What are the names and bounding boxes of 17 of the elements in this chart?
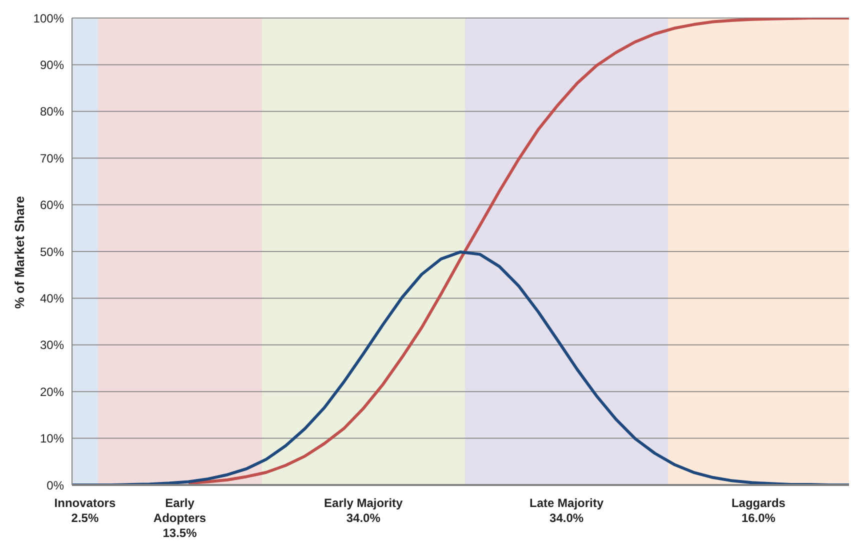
y-tick-label: 20% (40, 384, 64, 399)
y-tick-label: 70% (40, 151, 64, 166)
text: Late Majority 34.0% (528, 496, 605, 526)
y-tick-label: 60% (40, 198, 64, 212)
y-tick-label: 30% (40, 338, 64, 352)
y-tick-label: 80% (40, 104, 64, 119)
y-tick-label: 0% (46, 478, 64, 492)
y-tick-label: 10% (40, 432, 64, 446)
text: Laggards 16.0% (730, 496, 786, 526)
text: Early Majority 34.0% (323, 496, 404, 526)
y-tick-label: 50% (40, 244, 64, 259)
y-tick-label: 100% (33, 11, 64, 26)
y-tick-label: 90% (40, 58, 64, 72)
y-tick-label: 40% (40, 291, 64, 306)
y-axis-title: % of Market Share (12, 196, 26, 308)
text: Innovators 2.5% (53, 496, 117, 526)
text: Early Adopters 13.5% (152, 496, 208, 541)
